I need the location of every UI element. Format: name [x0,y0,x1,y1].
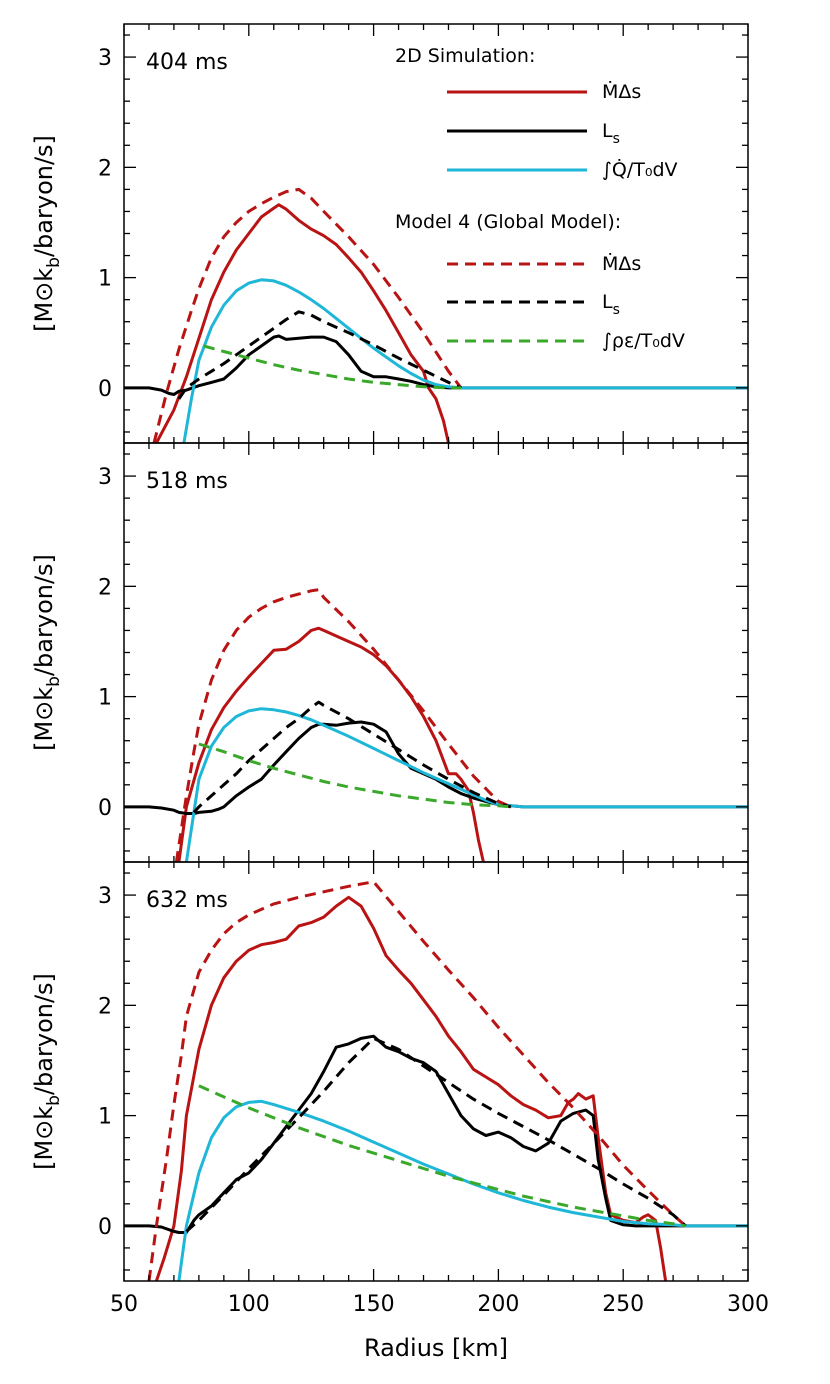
y-tick-label: 2 [98,156,112,181]
panel-series [124,187,748,443]
series-line-model-4-s [147,880,687,1281]
panel-1: 0 1 2 3 [M⊙kb/baryon/s] 404 ms [30,23,749,444]
legend-label: ∫Q̇/T₀dV [602,159,678,181]
legend-label-part: L [602,291,613,313]
y-tick-label: 3 [98,884,112,909]
panel-3: 0 1 2 3 [M⊙kb/baryon/s] 632 ms [30,861,749,1282]
y-title-part: [M⊙k [30,687,58,751]
series-line-2d-q-t-dv [177,1099,748,1281]
y-title-part: /baryon/s] [30,554,58,676]
x-tick-label: 100 [228,1292,270,1317]
y-tick-label: 0 [98,796,112,821]
series-line-model-4-t-dv [203,344,461,390]
y-tick-label: 0 [98,377,112,402]
series-line-model-4-s [174,588,512,862]
series-line-2d-s [177,626,485,862]
panel-2: 0 1 2 3 [M⊙kb/baryon/s] 518 ms [30,442,749,863]
legend-label-subscript: s [613,302,620,318]
y-title-subscript: b [44,1095,64,1106]
legend-heading: 2D Simulation: [395,45,535,67]
y-title-part: /baryon/s] [30,973,58,1095]
series-line-2d-l-s [124,1034,748,1234]
series-line-model-4-t-dv [198,1084,686,1228]
panel-time-label: 404 ms [146,50,228,75]
y-tick-label: 1 [98,1105,112,1130]
y-tick-label: 1 [98,267,112,292]
legend-label: ṀΔs [602,80,641,103]
x-axis-title: Radius [km] [364,1334,508,1362]
y-title-part: [M⊙k [30,1106,58,1170]
panel-time-label: 632 ms [146,888,228,913]
y-axis-title: [M⊙kb/baryon/s] [30,554,64,751]
x-tick-label: 300 [727,1292,769,1317]
legend-label-subscript: s [613,131,620,147]
series-line-2d-s [155,203,450,443]
x-tick-label: 50 [110,1292,138,1317]
series-line-model-4-l-s [192,700,512,814]
y-title-subscript: b [44,676,64,687]
x-tick-label: 200 [477,1292,519,1317]
y-axis-title: [M⊙kb/baryon/s] [30,135,64,332]
y-tick-label: 2 [98,994,112,1019]
panel-series [124,880,748,1281]
legend-label-part: L [602,120,613,142]
series-line-2d-l-s [124,334,748,396]
y-tick-label: 1 [98,686,112,711]
series-line-2d-s [154,895,668,1281]
series-line-model-4-s [152,187,463,443]
legend-label: Ls [602,291,620,318]
x-tick-label: 150 [353,1292,395,1317]
y-title-part: [M⊙k [30,268,58,332]
panel-frame [123,442,749,863]
series-line-model-4-t-dv [198,742,512,809]
y-tick-label: 3 [98,46,112,71]
y-tick-label: 0 [98,1215,112,1240]
y-axis-title: [M⊙kb/baryon/s] [30,973,64,1170]
y-tick-label: 3 [98,465,112,490]
series-line-2d-q-t-dv [184,707,748,862]
legend-label: ∫ρε/T₀dV [602,330,685,352]
y-title-subscript: b [44,257,64,268]
y-title-part: /baryon/s] [30,135,58,257]
legend: 2D Simulation: ṀΔs Ls ∫Q̇/T₀dV Model 4 (Glob… [395,45,685,352]
series-line-model-4-l-s [177,310,462,400]
x-tick-label: 250 [602,1292,644,1317]
series-line-model-4-l-s [185,1036,687,1233]
legend-heading: Model 4 (Global Model): [395,211,621,233]
legend-label: Ls [602,120,620,147]
series-line-2d-q-t-dv [182,278,748,443]
panel-time-label: 518 ms [146,469,228,494]
x-tick-labels: 50 100 150 200 250 300 [110,1292,769,1317]
y-tick-label: 2 [98,575,112,600]
legend-label: ṀΔs [602,252,641,275]
panel-series [124,588,748,862]
